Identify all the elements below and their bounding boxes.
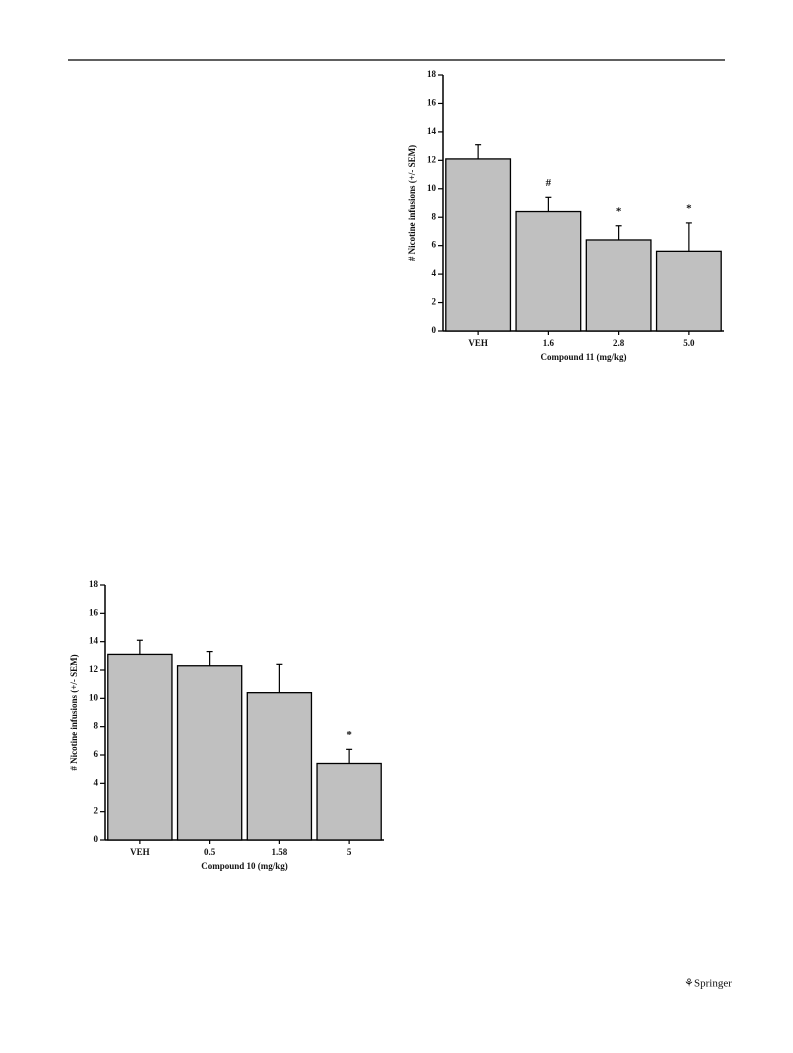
bar <box>445 158 512 332</box>
y-tick-label: 18 <box>89 579 99 589</box>
y-tick-label: 16 <box>89 607 99 617</box>
y-tick-label: 16 <box>427 98 437 108</box>
y-tick-label: 0 <box>94 834 99 844</box>
bar <box>585 239 652 332</box>
y-tick-label: 2 <box>94 806 99 816</box>
publisher-logo: ⚘ <box>684 978 694 990</box>
y-tick-label: 4 <box>94 777 99 787</box>
y-axis-label: # Nicotine infusions (+/- SEM) <box>407 145 417 261</box>
significance-mark: * <box>346 729 352 741</box>
x-tick-label: VEH <box>130 847 150 857</box>
bar <box>246 692 313 841</box>
bar <box>515 210 582 332</box>
y-tick-label: 6 <box>94 749 99 759</box>
y-tick-label: 6 <box>432 240 437 250</box>
y-tick-label: 12 <box>89 664 99 674</box>
y-tick-label: 14 <box>427 126 437 136</box>
x-tick-label: 2.8 <box>613 338 625 348</box>
y-axis-label: # Nicotine infusions (+/- SEM) <box>69 654 79 770</box>
y-tick-label: 4 <box>432 268 437 278</box>
y-tick-label: 10 <box>89 692 99 702</box>
y-tick-label: 2 <box>432 297 437 307</box>
y-tick-label: 14 <box>89 636 99 646</box>
bar <box>655 250 722 332</box>
x-tick-label: VEH <box>468 338 488 348</box>
x-tick-label: 0.5 <box>204 847 216 857</box>
bar <box>176 665 243 841</box>
y-tick-label: 10 <box>427 183 437 193</box>
significance-mark: * <box>686 202 692 214</box>
x-tick-label: 5.0 <box>683 338 695 348</box>
significance-mark: * <box>616 205 622 217</box>
x-tick-label: 1.6 <box>543 338 555 348</box>
x-axis-label: Compound 11 (mg/kg) <box>540 352 626 362</box>
bar <box>107 653 173 841</box>
x-tick-label: 5 <box>347 847 352 857</box>
x-axis-label: Compound 10 (mg/kg) <box>201 861 288 871</box>
publisher: Springer <box>694 978 732 990</box>
y-tick-label: 12 <box>427 154 437 164</box>
y-tick-label: 8 <box>94 721 99 731</box>
significance-mark: # <box>546 177 552 189</box>
y-tick-label: 18 <box>427 69 437 79</box>
y-tick-label: 0 <box>432 325 437 335</box>
bar <box>316 762 382 841</box>
x-tick-label: 1.58 <box>272 847 288 857</box>
y-tick-label: 8 <box>432 211 437 221</box>
